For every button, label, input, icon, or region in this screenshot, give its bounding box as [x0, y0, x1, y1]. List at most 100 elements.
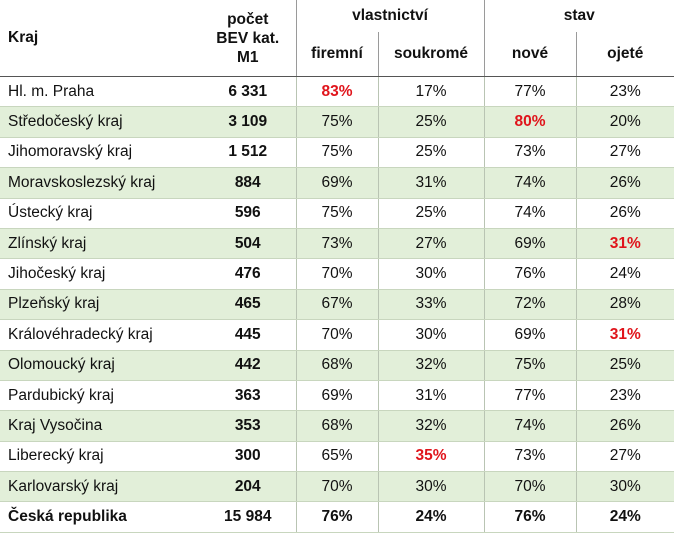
header-pocet-line2: BEV kat. — [216, 29, 280, 47]
header-kraj: Kraj — [0, 0, 200, 77]
cell-pocet: 884 — [200, 167, 296, 199]
cell-soukrome: 30% — [377, 319, 484, 351]
cell-ojete: 25% — [575, 350, 674, 381]
cell-soukrome: 25% — [377, 106, 484, 138]
cell-kraj: Královéhradecký kraj — [0, 319, 200, 351]
cell-firemni: 65% — [295, 441, 378, 473]
table-row: Královéhradecký kraj 445 70% 30% 69% 31% — [0, 319, 674, 351]
cell-kraj: Hl. m. Praha — [0, 76, 200, 108]
header-pocet-line3: M1 — [236, 48, 259, 66]
cell-firemni: 76% — [295, 501, 378, 533]
cell-soukrome: 35% — [377, 441, 484, 473]
cell-nove: 69% — [483, 319, 576, 351]
cell-kraj: Zlínský kraj — [0, 228, 200, 260]
cell-soukrome: 25% — [377, 137, 484, 169]
cell-pocet: 1 512 — [200, 137, 296, 169]
table-row: Ústecký kraj 596 75% 25% 74% 26% — [0, 198, 674, 229]
cell-nove: 77% — [483, 380, 576, 412]
header-pocet-line1: počet — [227, 10, 269, 28]
cell-pocet: 442 — [200, 350, 296, 381]
cell-kraj: Plzeňský kraj — [0, 289, 200, 321]
cell-nove: 69% — [483, 228, 576, 260]
cell-ojete: 24% — [575, 501, 674, 533]
cell-firemni: 69% — [295, 167, 378, 199]
header-nove: nové — [483, 32, 576, 77]
cell-firemni: 75% — [295, 106, 378, 138]
cell-ojete: 27% — [575, 137, 674, 169]
cell-soukrome: 31% — [377, 167, 484, 199]
table-row: Středočeský kraj 3 109 75% 25% 80% 20% — [0, 106, 674, 138]
cell-pocet: 300 — [200, 441, 296, 473]
cell-nove: 77% — [483, 76, 576, 108]
table-row: Hl. m. Praha 6 331 83% 17% 77% 23% — [0, 76, 674, 108]
table-row: Karlovarský kraj 204 70% 30% 70% 30% — [0, 471, 674, 503]
header-firemni: firemní — [295, 32, 378, 77]
cell-ojete: 31% — [575, 228, 674, 260]
table-row: Jihomoravský kraj 1 512 75% 25% 73% 27% — [0, 137, 674, 169]
cell-pocet: 465 — [200, 289, 296, 321]
cell-nove: 72% — [483, 289, 576, 321]
cell-kraj: Olomoucký kraj — [0, 350, 200, 381]
header-vlastnictvi: vlastnictví — [295, 0, 484, 32]
cell-pocet: 6 331 — [200, 76, 296, 108]
header-stav: stav — [483, 0, 674, 32]
cell-pocet: 353 — [200, 410, 296, 442]
header-pocet: počet BEV kat. M1 — [200, 0, 296, 77]
cell-firemni: 67% — [295, 289, 378, 321]
cell-pocet: 15 984 — [200, 501, 296, 533]
cell-nove: 76% — [483, 258, 576, 290]
cell-nove: 73% — [483, 137, 576, 169]
table-row: Kraj Vysočina 353 68% 32% 74% 26% — [0, 410, 674, 442]
cell-pocet: 476 — [200, 258, 296, 290]
cell-soukrome: 32% — [377, 350, 484, 381]
table-row-total: Česká republika 15 984 76% 24% 76% 24% — [0, 501, 674, 533]
cell-kraj: Kraj Vysočina — [0, 410, 200, 442]
cell-ojete: 24% — [575, 258, 674, 290]
cell-kraj: Pardubický kraj — [0, 380, 200, 412]
header-ojete: ojeté — [575, 32, 674, 77]
cell-soukrome: 33% — [377, 289, 484, 321]
cell-soukrome: 32% — [377, 410, 484, 442]
table-row: Zlínský kraj 504 73% 27% 69% 31% — [0, 228, 674, 260]
cell-kraj: Liberecký kraj — [0, 441, 200, 473]
table-row: Pardubický kraj 363 69% 31% 77% 23% — [0, 380, 674, 412]
header-soukrome: soukromé — [377, 32, 484, 77]
table-row: Moravskoslezský kraj 884 69% 31% 74% 26% — [0, 167, 674, 199]
cell-firemni: 70% — [295, 319, 378, 351]
cell-firemni: 75% — [295, 198, 378, 229]
cell-nove: 80% — [483, 106, 576, 138]
cell-nove: 74% — [483, 410, 576, 442]
cell-nove: 76% — [483, 501, 576, 533]
cell-nove: 73% — [483, 441, 576, 473]
cell-firemni: 75% — [295, 137, 378, 169]
cell-firemni: 70% — [295, 258, 378, 290]
cell-kraj: Středočeský kraj — [0, 106, 200, 138]
cell-firemni: 69% — [295, 380, 378, 412]
cell-pocet: 445 — [200, 319, 296, 351]
table-row: Olomoucký kraj 442 68% 32% 75% 25% — [0, 350, 674, 381]
cell-firemni: 68% — [295, 410, 378, 442]
cell-ojete: 23% — [575, 76, 674, 108]
table-body: Hl. m. Praha 6 331 83% 17% 77% 23% Střed… — [0, 76, 674, 533]
cell-soukrome: 25% — [377, 198, 484, 229]
cell-nove: 74% — [483, 198, 576, 229]
cell-ojete: 31% — [575, 319, 674, 351]
cell-soukrome: 31% — [377, 380, 484, 412]
cell-pocet: 596 — [200, 198, 296, 229]
cell-soukrome: 27% — [377, 228, 484, 260]
cell-pocet: 504 — [200, 228, 296, 260]
table-row: Liberecký kraj 300 65% 35% 73% 27% — [0, 441, 674, 473]
cell-firemni: 83% — [295, 76, 378, 108]
cell-nove: 70% — [483, 471, 576, 503]
cell-ojete: 23% — [575, 380, 674, 412]
cell-nove: 75% — [483, 350, 576, 381]
cell-kraj: Jihočeský kraj — [0, 258, 200, 290]
cell-ojete: 28% — [575, 289, 674, 321]
cell-pocet: 3 109 — [200, 106, 296, 138]
cell-kraj: Karlovarský kraj — [0, 471, 200, 503]
cell-ojete: 27% — [575, 441, 674, 473]
table-row: Jihočeský kraj 476 70% 30% 76% 24% — [0, 258, 674, 290]
cell-nove: 74% — [483, 167, 576, 199]
cell-kraj: Jihomoravský kraj — [0, 137, 200, 169]
cell-firemni: 68% — [295, 350, 378, 381]
